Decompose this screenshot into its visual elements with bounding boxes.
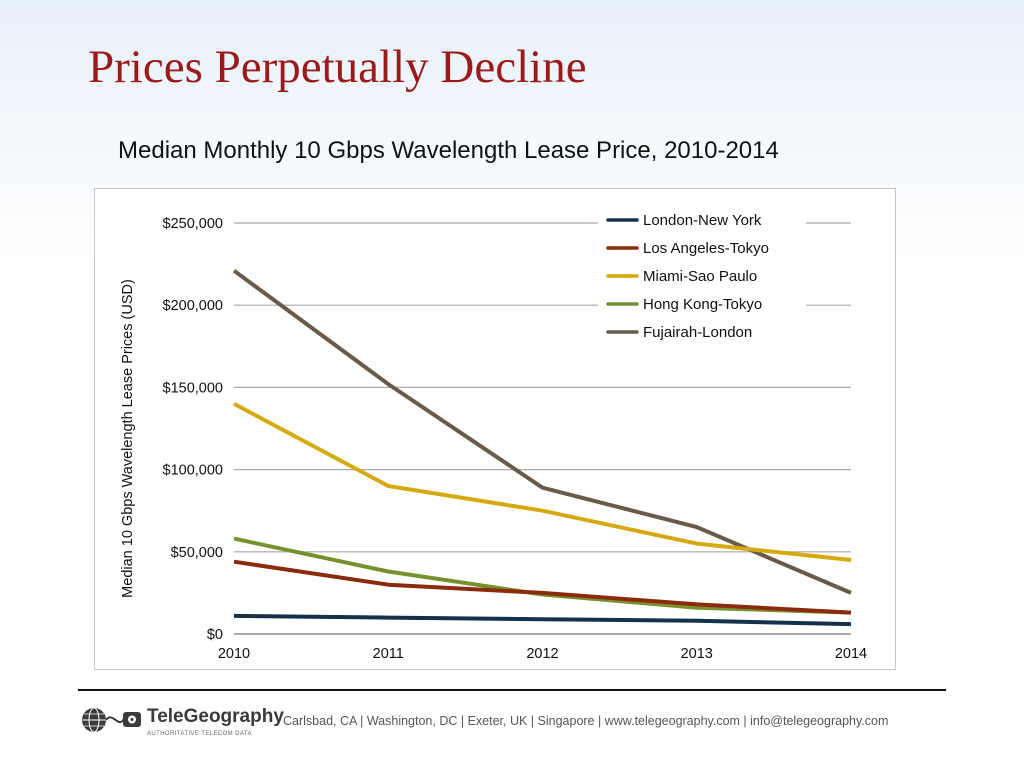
x-tick-label: 2012 (526, 646, 558, 662)
y-tick-label: $250,000 (163, 216, 223, 232)
x-tick-label: 2011 (373, 646, 404, 662)
x-tick-label: 2013 (681, 646, 713, 662)
legend-label: London-New York (643, 212, 762, 229)
globe-telephone-icon (82, 707, 141, 733)
company-name: TeleGeography (147, 706, 284, 727)
line-chart: $0 $50,000 $100,000 $150,000 $200,000 $250,00… (120, 205, 867, 662)
x-tick-label: 2014 (835, 646, 867, 662)
series-line (233, 402, 852, 562)
legend-label: Hong Kong-Tokyo (643, 296, 762, 313)
telegeography-logo: TeleGeography AUTHORITATIVE TELECOM DATA (80, 706, 284, 746)
series-line (233, 559, 852, 615)
y-tick-label: $100,000 (163, 463, 223, 479)
x-tick-label: 2010 (218, 646, 250, 662)
series-line (233, 613, 852, 627)
y-axis-label: Median 10 Gbps Wavelength Lease Prices (… (120, 279, 136, 598)
legend-background (598, 205, 806, 351)
chart-title: Median Monthly 10 Gbps Wavelength Lease … (118, 137, 779, 164)
legend-label: Miami-Sao Paulo (643, 268, 757, 285)
y-tick-label: $0 (207, 627, 223, 643)
footer-divider (78, 689, 946, 691)
y-tick-label: $50,000 (171, 545, 223, 561)
chart-frame: $0 $50,000 $100,000 $150,000 $200,000 $250,00… (94, 188, 896, 670)
legend-label: Fujairah-London (643, 324, 752, 341)
slide-title: Prices Perpetually Decline (88, 41, 587, 93)
company-tagline: AUTHORITATIVE TELECOM DATA (147, 731, 252, 737)
legend-label: Los Angeles-Tokyo (643, 240, 769, 257)
y-tick-label: $150,000 (163, 380, 223, 396)
y-tick-label: $200,000 (163, 298, 223, 314)
footer-contact-info: Carlsbad, CA | Washington, DC | Exeter, … (283, 714, 889, 728)
